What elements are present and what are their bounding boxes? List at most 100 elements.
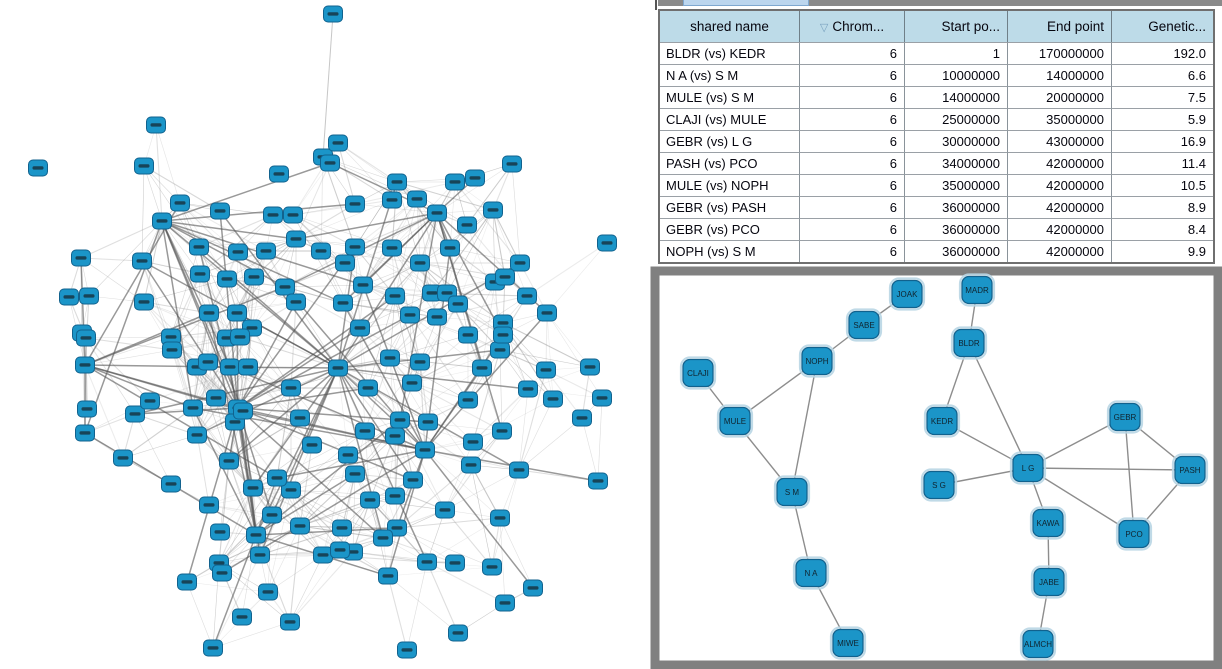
network-edge[interactable] [499,349,591,368]
network-edge[interactable] [389,295,396,359]
network-edge[interactable] [226,278,297,303]
network-edge[interactable] [143,165,163,222]
network-edge[interactable] [481,281,496,369]
network-node[interactable] [448,624,468,642]
table-row[interactable]: GEBR (vs) PCO 6 36000000 42000000 8.4 [660,218,1213,240]
network-edge[interactable] [502,322,591,368]
network-edge[interactable] [396,449,426,529]
network-edge[interactable] [394,198,418,297]
network-edge[interactable] [341,473,356,529]
table-cell[interactable]: 36000000 [905,196,1008,218]
table-cell[interactable]: 14000000 [905,86,1008,108]
network-edge[interactable] [290,301,297,389]
table-cell[interactable]: 10000000 [905,64,1008,86]
table-cell[interactable]: GEBR (vs) PCO [660,218,800,240]
node-box[interactable] [832,628,864,658]
column-header-shared-name[interactable]: shared name [660,11,800,42]
table-cell[interactable]: BLDR (vs) KEDR [660,42,800,64]
network-node[interactable] [290,517,310,535]
node-box[interactable] [1033,567,1065,597]
network-edge[interactable] [228,367,339,462]
network-edge[interactable] [196,366,339,369]
network-edge[interactable] [161,203,356,222]
table-tab[interactable] [683,0,809,6]
network-node[interactable] [378,567,398,585]
network-edge[interactable] [320,156,324,252]
network-edge[interactable] [419,181,456,264]
network-node[interactable] [495,594,515,612]
network-node[interactable] [232,608,252,626]
network-node[interactable] [328,134,348,152]
network-edge[interactable] [337,142,393,201]
network-edge[interactable] [394,295,421,363]
network-edge[interactable] [199,250,267,275]
network-node[interactable] [461,456,481,474]
network-node[interactable] [332,519,352,537]
network-node[interactable] [210,523,230,541]
network-edge[interactable] [299,473,356,527]
network-edge[interactable] [80,257,145,303]
network-edge[interactable] [472,388,529,443]
network-edge[interactable] [354,246,433,294]
network-node[interactable] [417,553,437,571]
network-node[interactable] [256,242,276,260]
network-node[interactable] [427,204,447,222]
network-edge[interactable] [411,382,503,432]
network-node[interactable] [238,358,258,376]
network-edge[interactable] [84,336,172,366]
network-node[interactable] [281,379,301,397]
network-node[interactable] [493,326,513,344]
network-node[interactable] [220,358,240,376]
table-cell[interactable]: 6 [800,64,905,86]
network-edge[interactable] [466,224,528,297]
network-edge[interactable] [426,561,459,634]
network-edge[interactable] [545,312,548,371]
network-node[interactable] [458,326,478,344]
network-edge[interactable] [389,357,469,401]
network-node-kawa[interactable]: KAWA [1029,506,1067,540]
network-edge[interactable] [389,292,448,359]
network-edge[interactable] [436,224,468,318]
network-node[interactable] [323,5,343,23]
network-node[interactable] [465,169,485,187]
network-node-claji[interactable]: CLAJI [679,356,717,390]
network-edge[interactable] [242,410,257,536]
network-node[interactable] [382,191,402,209]
network-node[interactable] [244,268,264,286]
node-box[interactable] [1032,508,1064,538]
network-node[interactable] [355,422,375,440]
network-node-noph[interactable]: NOPH [798,344,836,378]
network-node[interactable] [170,194,190,212]
network-edge[interactable] [85,337,151,402]
network-node[interactable] [125,405,145,423]
network-edge[interactable] [155,124,163,222]
network-edge[interactable] [259,367,339,556]
network-edge[interactable] [198,246,339,369]
table-cell[interactable]: 6 [800,42,905,64]
network-edge[interactable] [134,413,198,436]
table-cell[interactable]: 30000000 [905,130,1008,152]
network-edge[interactable] [161,162,331,222]
network-node[interactable] [212,564,232,582]
network-node[interactable] [280,613,300,631]
network-edge[interactable] [299,444,313,527]
network-node[interactable] [536,361,556,379]
network-edge[interactable] [337,181,398,369]
network-node[interactable] [146,116,166,134]
table-cell[interactable]: 43000000 [1008,130,1112,152]
network-edge[interactable] [251,327,301,419]
network-edge[interactable] [382,435,396,539]
network-node[interactable] [132,252,152,270]
network-node[interactable] [79,287,99,305]
network-edge[interactable] [161,220,344,304]
node-box[interactable] [1174,455,1206,485]
network-node[interactable] [390,411,410,429]
table-cell[interactable]: 36000000 [905,240,1008,262]
network-node[interactable] [162,341,182,359]
network-node[interactable] [373,529,393,547]
network-edge[interactable] [364,430,396,497]
table-cell[interactable]: 9.9 [1112,240,1213,262]
network-node[interactable] [435,501,455,519]
network-node[interactable] [59,288,79,306]
network-edge[interactable] [431,209,494,294]
